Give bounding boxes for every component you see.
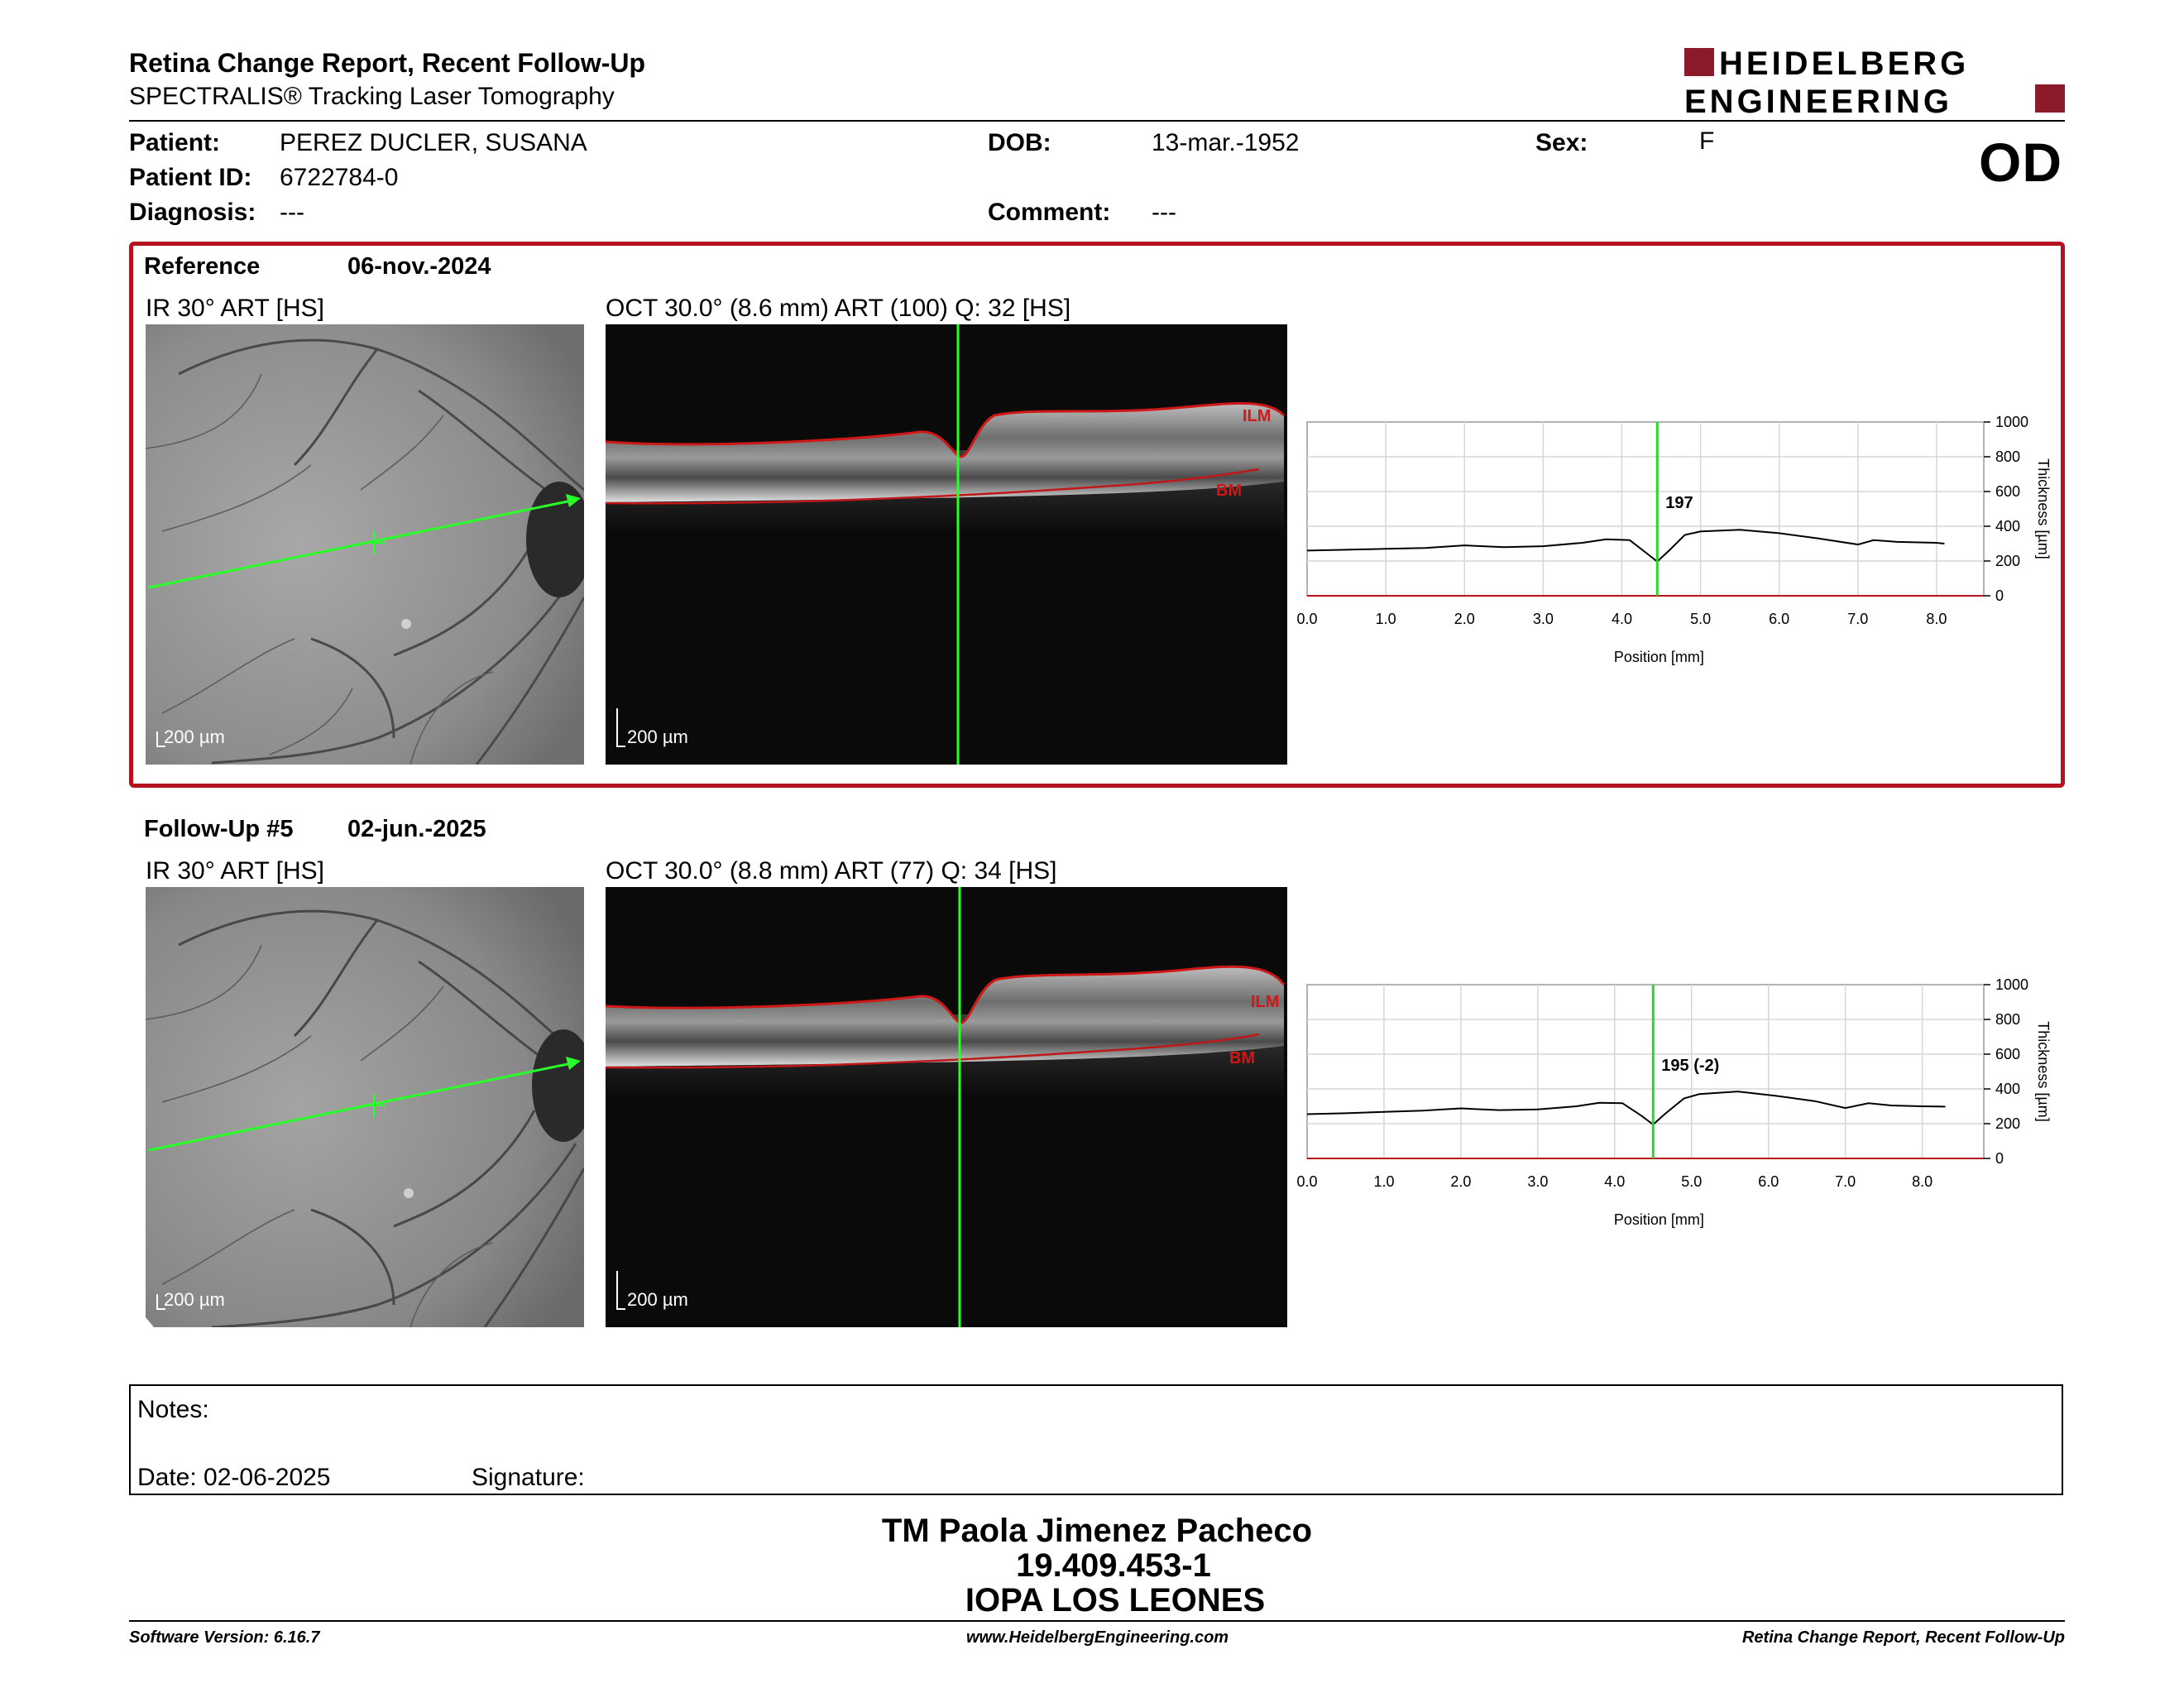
followup-ir-image: 200 µm xyxy=(146,887,584,1327)
followup-oct-title: OCT 30.0° (8.8 mm) ART (77) Q: 34 [HS] xyxy=(606,857,1057,885)
chart0-xtick-label: 4.0 xyxy=(1612,611,1632,627)
reference-ir-title: IR 30° ART [HS] xyxy=(146,295,324,322)
reference-ir-image: 200 µm xyxy=(146,324,584,765)
followup-label: Follow-Up #5 xyxy=(144,816,294,842)
followup-ir-title: IR 30° ART [HS] xyxy=(146,857,324,885)
header-divider xyxy=(129,120,2065,122)
logo-line1: HEIDELBERG xyxy=(1719,46,1969,82)
reference-bm-label: BM xyxy=(1216,482,1243,500)
reference-date: 06-nov.-2024 xyxy=(347,253,491,280)
chart0-xtick-label: 7.0 xyxy=(1847,611,1868,627)
chart0-xtick-label: 6.0 xyxy=(1769,611,1789,627)
diagnosis-value: --- xyxy=(280,199,304,226)
footer-website: www.HeidelbergEngineering.com xyxy=(966,1628,1229,1647)
signature-rut: 19.409.453-1 xyxy=(1016,1547,1211,1584)
chart1-xtick-label: 0.0 xyxy=(1296,1173,1317,1190)
chart1-xtick-label: 7.0 xyxy=(1835,1173,1856,1190)
chart0-xtick-label: 8.0 xyxy=(1926,611,1947,627)
reference-frame xyxy=(129,242,2065,788)
chart0-ylabel: Thickness [µm] xyxy=(2035,458,2052,559)
reference-ilm-label: ILM xyxy=(1243,407,1272,425)
dob-value: 13-mar.-1952 xyxy=(1152,129,1300,156)
diagnosis-label: Diagnosis: xyxy=(129,199,256,226)
report-title: Retina Change Report, Recent Follow-Up xyxy=(129,48,646,78)
notes-label: Notes: xyxy=(137,1396,209,1423)
comment-label: Comment: xyxy=(988,199,1111,226)
sex-value: F xyxy=(1699,127,1715,155)
followup-oct-scale: 200 µm xyxy=(627,1289,688,1310)
chart0-ytick-label: 0 xyxy=(1995,587,2004,604)
chart0-xtick-label: 2.0 xyxy=(1454,611,1475,627)
chart0-plot-area xyxy=(1306,421,1985,597)
chart0-xlabel: Position [mm] xyxy=(1614,649,1704,665)
patient-id-label: Patient ID: xyxy=(129,164,252,191)
comment-value: --- xyxy=(1152,199,1176,226)
sex-label: Sex: xyxy=(1535,129,1588,156)
signature-name: TM Paola Jimenez Pacheco xyxy=(881,1513,1313,1549)
dob-label: DOB: xyxy=(988,129,1051,156)
chart1-plot-area xyxy=(1306,984,1985,1159)
notes-box: Notes: Date: 02-06-2025 Signature: xyxy=(129,1384,2063,1495)
signature-institution: IOPA LOS LEONES xyxy=(965,1582,1266,1618)
reference-oct-scale: 200 µm xyxy=(627,727,688,747)
reference-oct-title: OCT 30.0° (8.6 mm) ART (100) Q: 32 [HS] xyxy=(606,295,1071,322)
chart0-ytick-label: 600 xyxy=(1995,483,2020,500)
followup-thickness-chart: 0 200 400 600 800 1000 0.0 1.0 2.0 3.0 4.0 5.0 6.0 7.… xyxy=(1296,976,2052,1228)
chart1-ytick-label: 800 xyxy=(1995,1011,2020,1028)
report-subtitle: SPECTRALIS® Tracking Laser Tomography xyxy=(129,83,615,110)
eye-indicator: OD xyxy=(1979,132,2062,193)
followup-date: 02-jun.-2025 xyxy=(347,816,486,842)
followup-ilm-label: ILM xyxy=(1251,993,1280,1011)
chart0-xtick-label: 1.0 xyxy=(1376,611,1396,627)
chart0-xtick-label: 5.0 xyxy=(1690,611,1711,627)
reference-thickness-chart: 0 200 400 600 800 1000 0.0 1.0 2.0 3.0 4.0 5.0 6.0 7.… xyxy=(1296,414,2052,665)
chart1-ytick-label: 200 xyxy=(1995,1115,2020,1132)
chart1-ytick-label: 400 xyxy=(1995,1081,2020,1097)
chart1-ytick-label: 600 xyxy=(1995,1046,2020,1062)
chart0-ytick-label: 400 xyxy=(1995,518,2020,535)
footer-software-version: Software Version: 6.16.7 xyxy=(129,1628,320,1647)
chart1-xtick-label: 6.0 xyxy=(1758,1173,1779,1190)
chart1-xtick-label: 3.0 xyxy=(1527,1173,1548,1190)
signature-label: Signature: xyxy=(472,1464,585,1491)
chart1-ytick-label: 1000 xyxy=(1995,976,2028,993)
followup-oct-image: ILM BM 200 µm xyxy=(606,887,1287,1327)
patient-name: PEREZ DUCLER, SUSANA xyxy=(280,129,587,156)
chart1-ytick-label: 0 xyxy=(1995,1150,2004,1167)
footer-divider xyxy=(129,1620,2065,1622)
chart1-xtick-label: 5.0 xyxy=(1681,1173,1702,1190)
heidelberg-logo: HEIDELBERG ENGINEERING xyxy=(1684,46,2065,116)
reference-ir-scale: 200 µm xyxy=(164,727,225,747)
chart0-xtick-label: 0.0 xyxy=(1296,611,1317,627)
chart1-xtick-label: 4.0 xyxy=(1604,1173,1625,1190)
followup-bm-label: BM xyxy=(1229,1049,1256,1067)
chart1-marker-value: 195 (-2) xyxy=(1661,1057,1719,1075)
reference-oct-image: ILM BM 200 µm xyxy=(606,324,1287,765)
logo-line2: ENGINEERING xyxy=(1684,84,1952,116)
chart1-xtick-label: 2.0 xyxy=(1450,1173,1471,1190)
reference-label: Reference xyxy=(144,253,261,280)
patient-label: Patient: xyxy=(129,129,221,156)
chart0-xtick-label: 3.0 xyxy=(1533,611,1554,627)
chart1-xlabel: Position [mm] xyxy=(1614,1211,1704,1228)
chart1-xtick-label: 8.0 xyxy=(1912,1173,1933,1190)
chart1-xtick-label: 1.0 xyxy=(1373,1173,1394,1190)
chart0-ytick-label: 1000 xyxy=(1995,414,2028,430)
chart1-ylabel: Thickness [µm] xyxy=(2035,1021,2052,1121)
chart0-marker-value: 197 xyxy=(1665,494,1693,512)
chart0-ytick-label: 800 xyxy=(1995,448,2020,465)
chart0-ytick-label: 200 xyxy=(1995,553,2020,569)
footer-report-name: Retina Change Report, Recent Follow-Up xyxy=(1741,1628,2065,1647)
notes-date: Date: 02-06-2025 xyxy=(137,1464,331,1491)
patient-id: 6722784-0 xyxy=(280,164,399,191)
followup-ir-scale: 200 µm xyxy=(164,1289,225,1310)
